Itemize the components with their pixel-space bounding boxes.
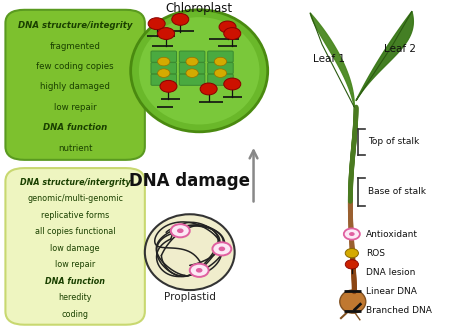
Circle shape: [224, 28, 241, 40]
Text: nutrient: nutrient: [58, 144, 92, 153]
Polygon shape: [356, 12, 413, 101]
Text: low repair: low repair: [54, 103, 96, 112]
Circle shape: [349, 232, 355, 236]
FancyBboxPatch shape: [5, 168, 145, 325]
Text: coding: coding: [62, 310, 89, 319]
Text: heredity: heredity: [58, 293, 92, 302]
Circle shape: [148, 18, 165, 30]
Text: Antioxidant: Antioxidant: [366, 229, 418, 238]
Text: replicative forms: replicative forms: [41, 211, 109, 220]
Text: Leaf 1: Leaf 1: [313, 54, 345, 64]
Text: ROS: ROS: [366, 249, 385, 258]
Text: Proplastid: Proplastid: [164, 292, 216, 302]
Text: Branched DNA: Branched DNA: [366, 306, 432, 315]
Text: DNA structure/intergrity: DNA structure/intergrity: [20, 178, 130, 187]
FancyBboxPatch shape: [151, 51, 176, 62]
Text: DNA function: DNA function: [45, 277, 105, 286]
Polygon shape: [310, 13, 354, 107]
FancyBboxPatch shape: [179, 62, 205, 74]
Text: Base of stalk: Base of stalk: [368, 188, 426, 197]
Text: DNA damage: DNA damage: [129, 172, 250, 190]
FancyBboxPatch shape: [208, 74, 233, 85]
Circle shape: [212, 242, 231, 255]
Text: highly damaged: highly damaged: [40, 82, 110, 92]
Ellipse shape: [139, 17, 259, 124]
Ellipse shape: [145, 214, 235, 290]
Circle shape: [190, 264, 209, 277]
Circle shape: [157, 28, 174, 40]
Text: all copies functional: all copies functional: [35, 227, 115, 236]
Circle shape: [157, 69, 170, 77]
FancyBboxPatch shape: [151, 74, 176, 85]
Circle shape: [177, 228, 183, 233]
Circle shape: [344, 228, 360, 240]
FancyBboxPatch shape: [208, 62, 233, 74]
Circle shape: [186, 69, 198, 77]
Text: fragmented: fragmented: [50, 42, 100, 50]
FancyBboxPatch shape: [179, 74, 205, 85]
Circle shape: [160, 80, 177, 92]
Text: DNA function: DNA function: [43, 124, 107, 132]
Circle shape: [214, 69, 227, 77]
FancyBboxPatch shape: [179, 51, 205, 62]
FancyBboxPatch shape: [151, 62, 176, 74]
Circle shape: [172, 13, 189, 25]
Text: DNA lesion: DNA lesion: [366, 268, 415, 277]
Text: DNA structure/integrity: DNA structure/integrity: [18, 21, 132, 30]
Text: low repair: low repair: [55, 260, 95, 269]
Text: low damage: low damage: [50, 244, 100, 253]
Circle shape: [219, 247, 225, 251]
FancyBboxPatch shape: [5, 10, 145, 160]
Text: genomic/multi-genomic: genomic/multi-genomic: [27, 194, 123, 203]
Circle shape: [214, 57, 227, 66]
Circle shape: [200, 83, 217, 95]
Circle shape: [345, 260, 358, 269]
Circle shape: [157, 57, 170, 66]
Circle shape: [345, 249, 358, 258]
Circle shape: [219, 21, 236, 33]
Text: Leaf 2: Leaf 2: [384, 44, 416, 54]
Text: Chloroplast: Chloroplast: [165, 2, 233, 15]
Text: few coding copies: few coding copies: [36, 62, 114, 71]
Ellipse shape: [131, 10, 268, 132]
Circle shape: [196, 268, 202, 273]
Ellipse shape: [340, 290, 366, 313]
Circle shape: [186, 57, 198, 66]
Text: Top of stalk: Top of stalk: [368, 137, 419, 146]
Circle shape: [224, 78, 241, 90]
FancyBboxPatch shape: [208, 51, 233, 62]
Circle shape: [171, 224, 190, 237]
Text: Linear DNA: Linear DNA: [366, 287, 417, 296]
